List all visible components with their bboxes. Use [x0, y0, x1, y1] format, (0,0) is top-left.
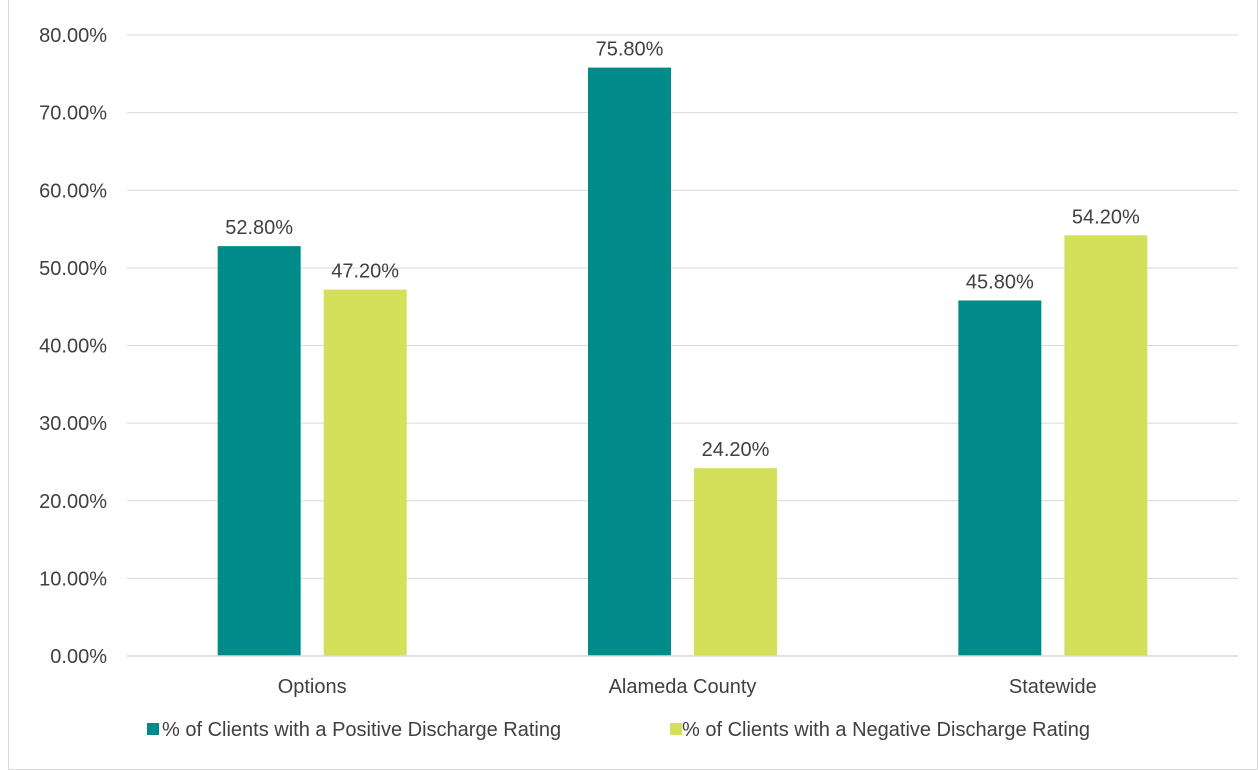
y-tick-label: 30.00%	[39, 413, 107, 435]
y-tick-label: 60.00%	[39, 180, 107, 202]
data-label: 47.20%	[331, 261, 399, 283]
data-label: 45.80%	[966, 271, 1034, 293]
data-label: 24.20%	[702, 439, 770, 461]
y-tick-label: 50.00%	[39, 258, 107, 280]
data-labels: 52.80% 47.20% 75.80% 24.20% 45.80% 54.20%	[225, 39, 1140, 462]
category-labels: Options Alameda County Statewide	[278, 676, 1097, 698]
y-tick-label: 0.00%	[50, 646, 107, 668]
bar-positive-1	[588, 67, 671, 657]
y-tick-label: 80.00%	[39, 25, 107, 47]
data-label: 52.80%	[225, 217, 293, 239]
bar-positive-2	[958, 300, 1042, 656]
legend-swatch	[147, 723, 159, 735]
bars	[217, 67, 1148, 657]
data-label: 75.80%	[596, 39, 664, 61]
bar-negative-1	[694, 468, 777, 656]
legend-swatch	[670, 723, 682, 735]
legend-label: % of Clients with a Positive Discharge R…	[162, 719, 561, 741]
bar-positive-0	[217, 246, 301, 656]
y-axis-ticks: 0.00% 10.00% 20.00% 30.00% 40.00% 50.00% 60.00…	[39, 25, 107, 668]
bar-negative-2	[1064, 235, 1148, 656]
category-label: Alameda County	[609, 676, 757, 698]
y-tick-label: 10.00%	[39, 568, 107, 590]
bar-negative-0	[323, 289, 407, 656]
category-label: Options	[278, 676, 347, 698]
y-tick-label: 40.00%	[39, 336, 107, 358]
y-tick-label: 20.00%	[39, 491, 107, 513]
gridlines	[127, 34, 1238, 579]
category-label: Statewide	[1009, 676, 1097, 698]
legend-label: % of Clients with a Negative Discharge R…	[682, 719, 1090, 741]
y-tick-label: 70.00%	[39, 103, 107, 125]
legend: % of Clients with a Positive Discharge R…	[147, 719, 1090, 741]
data-label: 54.20%	[1072, 206, 1140, 228]
